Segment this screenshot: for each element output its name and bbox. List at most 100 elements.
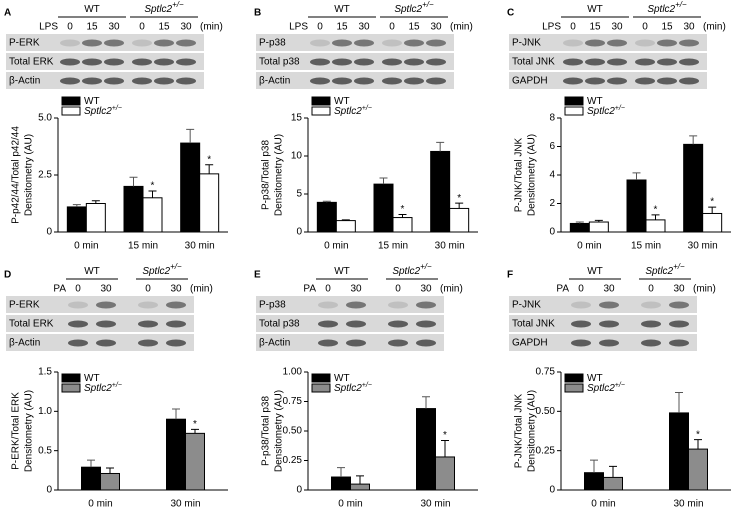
treatment-label: PA [556,284,569,295]
blot-row-label: Total ERK [9,57,54,68]
error-bar [609,465,617,478]
legend-label: Sptlc2+/− [587,105,625,117]
legend-sup: +/− [112,105,122,112]
lane-label: 15 [589,22,601,33]
blot-band [404,39,424,47]
legend-name: WT [334,373,350,384]
legend-label: WT [334,96,350,107]
y-axis-label: Densitometry (AU) [24,390,35,472]
legend-swatch [61,383,81,393]
blot-band [599,320,619,328]
blot-band [346,320,366,328]
y-tick-label: 5.0 [38,113,52,124]
error-bar [379,177,388,185]
unit-label: (min) [200,22,223,33]
legend-sup: +/− [112,382,122,389]
x-tick-label: 15 min [128,241,158,252]
bar [81,466,101,491]
bar [569,222,590,233]
treatment-label: LPS [39,22,58,33]
blot-row-label: GAPDH [512,338,548,349]
blot-band [166,320,186,328]
bar [449,207,470,233]
error-bar [191,428,199,434]
group-label: WT [334,266,350,277]
legend-swatch [564,383,584,393]
group-name: WT [587,266,603,277]
group-label: Sptlc2+/− [647,0,687,15]
legend-label: Sptlc2+/− [587,382,625,394]
x-tick-label: 30 min [185,241,215,252]
lane-label: 15 [408,22,420,33]
blot-band [354,39,374,47]
blot-band [82,77,102,85]
y-tick-label: 0 [296,227,302,238]
y-tick-label: 0.50 [536,406,556,417]
y-tick-label: 15 [291,113,303,124]
blot-row-label: Total JNK [512,57,555,68]
blot-band [154,39,174,47]
bar [185,432,205,491]
bar [123,185,144,233]
error-bar [651,214,660,220]
y-tick-label: 0.5 [38,445,52,456]
blot-band [416,339,436,347]
blot-band [132,77,152,85]
panel-letter: B [254,8,261,19]
legend-swatch [311,96,331,106]
blot-band [354,58,374,66]
blot-row-label: P-JNK [512,300,541,311]
blot-band [607,77,627,85]
bar [85,203,106,233]
legend-label: WT [587,373,603,384]
blot-band [669,320,689,328]
error-bar [689,135,698,145]
bar [416,408,436,491]
y-tick-label: 1.0 [38,406,52,417]
blot-band [166,301,186,309]
legend-name: Sptlc2 [84,106,112,117]
bar [584,472,604,491]
blot-band [138,301,158,309]
legend-swatch [311,383,331,393]
blot-band [346,301,366,309]
blot-band [388,301,408,309]
blot-band [318,320,338,328]
unit-label: (min) [190,284,213,295]
lane-label: 0 [570,22,576,33]
error-bar [106,467,114,474]
error-bar [455,202,464,209]
legend-swatch [564,96,584,106]
blot-band [96,320,116,328]
blot-row-label: β-Actin [9,338,40,349]
error-bar [172,408,180,420]
group-name: WT [334,4,350,15]
legend-name: Sptlc2 [587,383,615,394]
legend-label: WT [587,96,603,107]
blot-band [104,77,124,85]
y-tick-label: 0.25 [536,445,556,456]
group-name: WT [84,266,100,277]
error-bar [708,206,717,214]
lane-label: 30 [170,284,182,295]
x-tick-label: 30 min [435,241,465,252]
blot-band [657,58,677,66]
blot-band [310,58,330,66]
bar [350,483,370,491]
legend-swatch [311,106,331,116]
blot-band [404,77,424,85]
blot-band [382,58,402,66]
legend-name: Sptlc2 [84,383,112,394]
bar [180,142,201,233]
lane-label: 30 [603,284,615,295]
unit-label: (min) [693,284,716,295]
lane-label: 15 [661,22,673,33]
legend-swatch [311,373,331,383]
blot-band [635,39,655,47]
significance: * [710,197,714,208]
lane-label: 15 [158,22,170,33]
y-axis-label: Densitometry (AU) [527,134,538,216]
group-name: WT [84,4,100,15]
blot-band [68,339,88,347]
